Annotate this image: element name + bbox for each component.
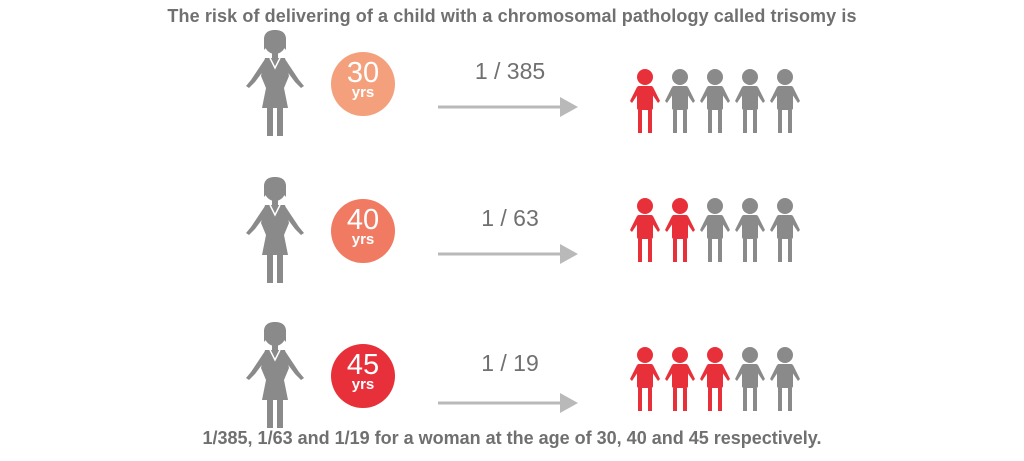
age-unit: yrs	[351, 231, 375, 248]
child-icon	[630, 69, 660, 133]
age-unit: yrs	[351, 84, 375, 101]
child-icon	[700, 69, 730, 133]
woman-icon	[246, 30, 304, 136]
child-icon	[630, 198, 660, 262]
child-icon	[700, 198, 730, 262]
risk-row-40: 40 yrs 1 / 63	[0, 175, 1024, 295]
child-icon	[770, 347, 800, 411]
arrow-right-icon	[438, 393, 578, 413]
child-icon	[770, 69, 800, 133]
child-icon	[665, 69, 695, 133]
risk-ratio: 1 / 63	[481, 205, 539, 231]
child-icon	[665, 347, 695, 411]
woman-icon	[246, 177, 304, 283]
children-group	[630, 69, 800, 133]
child-icon	[700, 347, 730, 411]
risk-ratio: 1 / 19	[481, 350, 539, 376]
risk-ratio: 1 / 385	[474, 58, 546, 84]
child-icon	[735, 69, 765, 133]
footer-caption: 1/385, 1/63 and 1/19 for a woman at the …	[202, 428, 822, 448]
arrow-right-icon	[438, 97, 578, 117]
child-icon	[735, 347, 765, 411]
child-icon	[630, 347, 660, 411]
arrow-right-icon	[438, 244, 578, 264]
page-title: The risk of delivering of a child with a…	[167, 6, 857, 26]
age-value: 30	[346, 57, 380, 89]
child-icon	[665, 198, 695, 262]
child-icon	[770, 198, 800, 262]
age-badge: 30 yrs	[331, 52, 395, 116]
age-badge: 45 yrs	[331, 344, 395, 408]
age-unit: yrs	[351, 376, 375, 393]
age-value: 40	[346, 204, 380, 236]
risk-row-30: 30 yrs 1 / 385	[0, 28, 1024, 148]
woman-icon	[246, 322, 304, 428]
children-group	[630, 347, 800, 411]
age-value: 45	[346, 349, 380, 381]
risk-row-45: 45 yrs 1 / 19	[0, 320, 1024, 440]
child-icon	[735, 198, 765, 262]
age-badge: 40 yrs	[331, 199, 395, 263]
children-group	[630, 198, 800, 262]
